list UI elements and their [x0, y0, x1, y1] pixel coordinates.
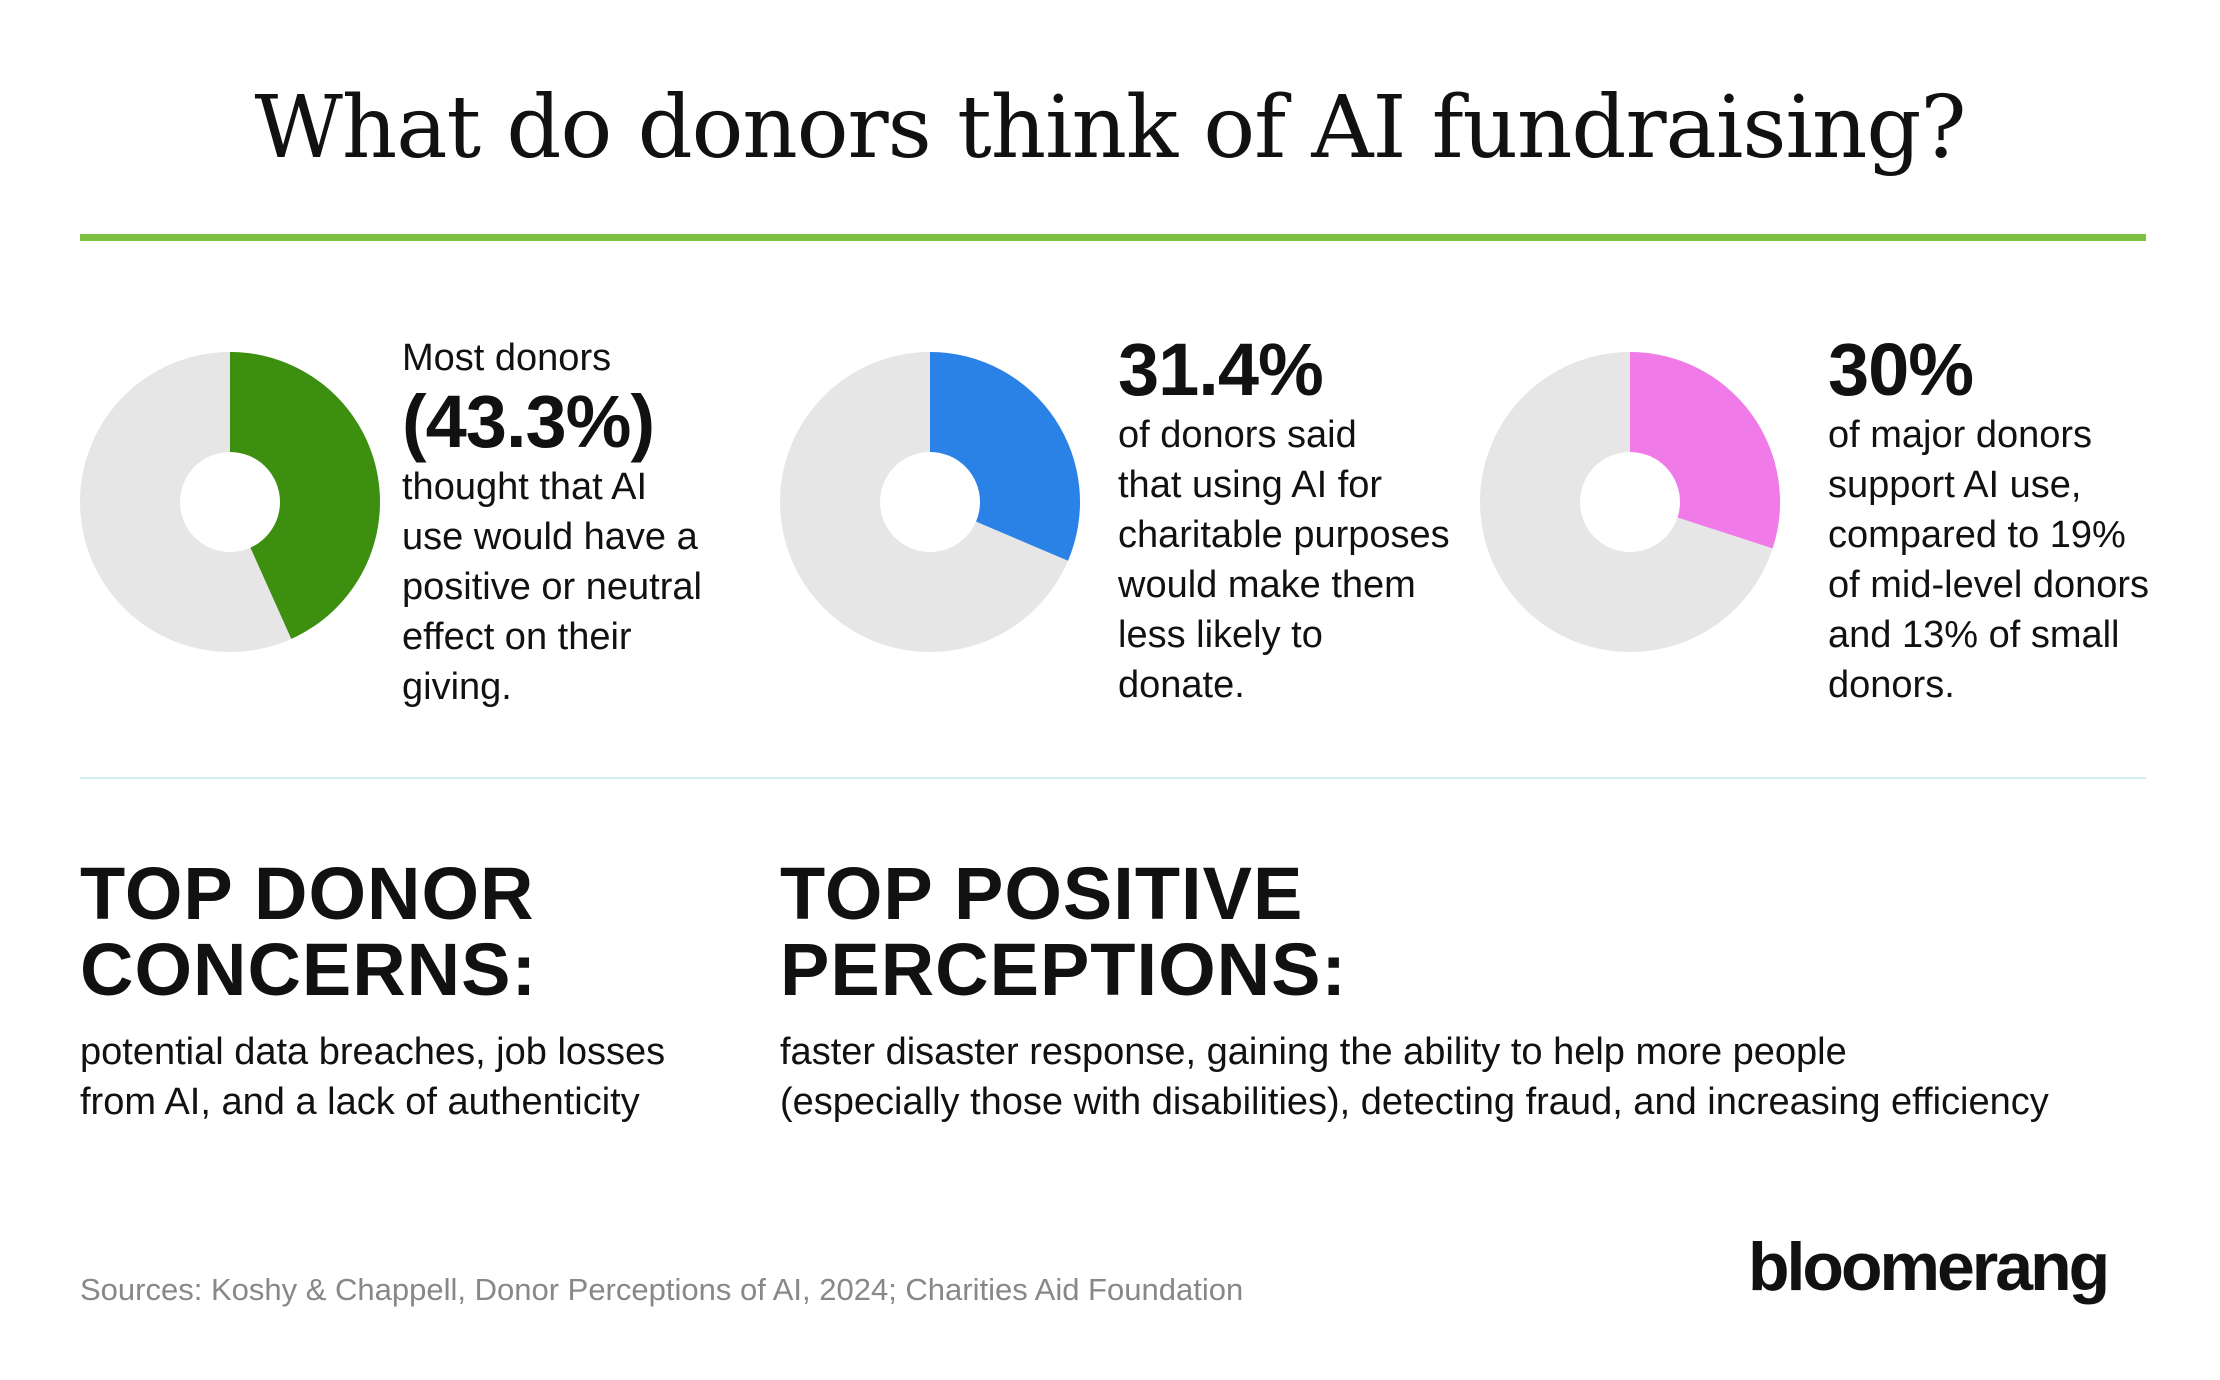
stat-3-line: of mid-level donors — [1828, 564, 2150, 606]
positives-text: faster disaster response, gaining the ab… — [780, 1027, 2049, 1127]
donut-svg-1 — [80, 352, 380, 652]
stat-3: 30% of major donors support AI use, comp… — [1828, 330, 2149, 710]
concerns-heading-line: TOP DONOR — [80, 852, 535, 935]
bloomerang-logo: bloomerang — [1748, 1229, 2110, 1305]
stat-2-line: of donors said — [1118, 414, 1357, 456]
stat-2-line: that using AI for — [1118, 464, 1383, 506]
concerns-text-line: potential data breaches, job losses — [80, 1031, 666, 1073]
stat-2-line: donate. — [1118, 664, 1245, 706]
positives-heading: TOP POSITIVE PERCEPTIONS: — [780, 856, 1347, 1008]
concerns-heading: TOP DONOR CONCERNS: — [80, 856, 537, 1008]
stat-1-line: thought that AI — [402, 466, 648, 508]
stat-3-line: and 13% of small — [1828, 614, 2120, 656]
donut-chart-2 — [780, 352, 1080, 652]
stat-3-line: support AI use, — [1828, 464, 2082, 506]
stat-3-line: of major donors — [1828, 414, 2093, 456]
stat-3-value: 30% — [1828, 328, 1974, 411]
positives-text-line: (especially those with disabilities), de… — [780, 1081, 2049, 1123]
positives-heading-line: TOP POSITIVE — [780, 852, 1304, 935]
positives-text-line: faster disaster response, gaining the ab… — [780, 1031, 1847, 1073]
stat-3-line: compared to 19% — [1828, 514, 2126, 556]
stat-2-line: would make them — [1118, 564, 1416, 606]
stat-2-line: charitable purposes — [1118, 514, 1450, 556]
donut-3-hole — [1580, 452, 1680, 552]
page-title: What do donors think of AI fundraising? — [254, 78, 1966, 178]
donut-chart-1 — [80, 352, 380, 652]
donut-svg-3 — [1480, 352, 1780, 652]
stat-1-line: positive or neutral — [402, 566, 702, 608]
title-underline — [80, 234, 2146, 241]
stat-1-line: use would have a — [402, 516, 698, 558]
donut-1-slice — [230, 352, 380, 639]
stat-1-line: effect on their — [402, 616, 632, 658]
stat-3-text: of major donors support AI use, compared… — [1828, 410, 2149, 710]
concerns-text: potential data breaches, job losses from… — [80, 1027, 665, 1127]
concerns-heading-line: CONCERNS: — [80, 928, 538, 1011]
stat-1: Most donors (43.3%) thought that AI use … — [402, 334, 702, 712]
stat-1-text: thought that AI use would have a positiv… — [402, 462, 702, 712]
donut-2-hole — [880, 452, 980, 552]
stat-2-line: less likely to — [1118, 614, 1323, 656]
stat-2-text: of donors said that using AI for charita… — [1118, 410, 1450, 710]
stat-2: 31.4% of donors said that using AI for c… — [1118, 330, 1450, 710]
stat-1-line: giving. — [402, 666, 512, 708]
section-divider — [80, 777, 2146, 779]
stat-3-line: donors. — [1828, 664, 1955, 706]
stat-1-lead: Most donors — [402, 337, 612, 379]
donut-svg-2 — [780, 352, 1080, 652]
donut-chart-3 — [1480, 352, 1780, 652]
stat-2-value: 31.4% — [1118, 328, 1324, 411]
donut-1-hole — [180, 452, 280, 552]
concerns-text-line: from AI, and a lack of authenticity — [80, 1081, 640, 1123]
positives-heading-line: PERCEPTIONS: — [780, 928, 1348, 1011]
stat-1-value: (43.3%) — [402, 380, 655, 463]
sources-note: Sources: Koshy & Chappell, Donor Percept… — [80, 1272, 1244, 1307]
